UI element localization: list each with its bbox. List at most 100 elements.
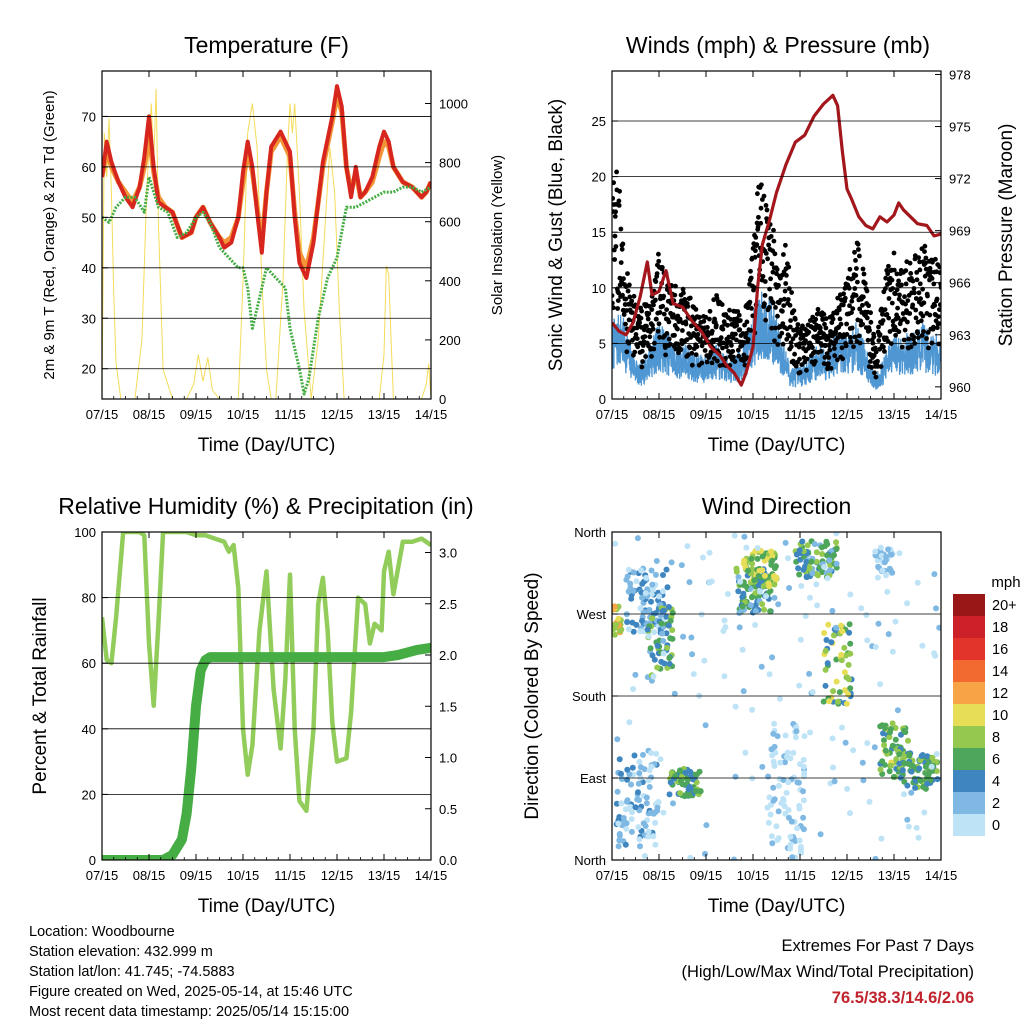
gust-point <box>922 249 927 255</box>
wind-direction-point <box>617 627 624 634</box>
gust-point <box>788 318 793 323</box>
gust-point <box>782 288 788 294</box>
wind-direction-point <box>751 577 758 584</box>
wind-direction-point <box>878 835 885 842</box>
y2-tick-label: 2.5 <box>439 597 457 612</box>
wind-direction-point <box>761 572 768 579</box>
wind-direction-point <box>732 773 739 780</box>
gust-point <box>632 349 638 355</box>
gust-point <box>657 334 663 340</box>
x-tick-label: 14/15 <box>415 407 448 422</box>
wind-direction-point <box>924 780 931 787</box>
wind-direction-point <box>813 558 820 565</box>
gust-point <box>928 269 934 275</box>
gust-point <box>877 332 883 337</box>
wind-direction-point <box>670 800 676 807</box>
gust-point <box>849 325 855 331</box>
y2-tick-label: 600 <box>439 215 461 230</box>
wind-direction-point <box>768 746 775 753</box>
wind-direction-point <box>882 747 889 754</box>
x-tick-label: 10/15 <box>227 407 260 422</box>
y2-tick-label: 2.0 <box>439 648 457 663</box>
gust-point <box>812 349 818 355</box>
gust-point <box>865 337 871 343</box>
gust-point <box>846 285 852 291</box>
gust-point <box>693 307 699 312</box>
gust-point <box>931 324 936 330</box>
wind-direction-point <box>669 635 676 642</box>
wind-direction-point <box>777 759 784 766</box>
wind-direction-point <box>890 774 897 780</box>
wind-direction-point <box>776 695 783 702</box>
wind-direction-point <box>630 686 637 692</box>
gust-point <box>922 243 928 249</box>
wind-direction-point <box>664 584 671 591</box>
wind-direction-point <box>822 682 829 689</box>
wind-direction-point <box>889 648 896 655</box>
wind-direction-point <box>736 610 743 616</box>
wind-direction-point <box>813 549 820 556</box>
gust-point <box>612 300 615 306</box>
gust-point <box>856 247 861 252</box>
wind-direction-point <box>798 849 804 856</box>
y-axis-label: Percent & Total Rainfall <box>30 597 51 794</box>
wind-direction-point <box>919 642 926 649</box>
wind-direction-point <box>769 840 776 847</box>
gust-point <box>620 292 625 298</box>
wind-direction-point <box>914 579 921 586</box>
gust-point <box>930 259 935 265</box>
wind-direction-point <box>686 792 693 799</box>
wind-direction-point <box>652 571 659 578</box>
gust-point <box>768 234 774 239</box>
x-tick-label: 11/15 <box>784 407 816 422</box>
gust-point <box>624 349 630 355</box>
gust-point <box>734 337 739 343</box>
wind-direction-point <box>796 682 803 689</box>
wind-direction-point <box>786 585 793 591</box>
gust-point <box>633 332 639 337</box>
humidity-chart: 0 20 40 60 80 100 0.0 0.5 1.0 1.5 2.0 2.5 3.0 07/15 08… <box>30 493 474 917</box>
gust-point <box>850 306 856 312</box>
gust-point <box>758 220 764 226</box>
legend-label: 12 <box>992 686 1008 702</box>
wind-direction-point <box>882 725 888 732</box>
gust-point <box>735 347 741 353</box>
legend-label: 14 <box>992 664 1008 680</box>
gust-point <box>903 301 908 307</box>
wind-direction-point <box>766 794 773 801</box>
gust-point <box>775 313 780 319</box>
wind-direction-point <box>731 532 738 539</box>
temperature-plot-area <box>102 84 431 399</box>
wind-direction-point <box>771 565 778 572</box>
wind-direction-point <box>796 547 803 554</box>
gust-point <box>734 323 740 328</box>
wind-direction-point <box>931 650 938 657</box>
gust-point <box>720 345 725 351</box>
gust-point <box>787 302 793 308</box>
wind-direction-point <box>749 594 755 601</box>
location-label: Location: Woodbourne <box>29 924 175 940</box>
gust-point <box>726 334 732 340</box>
y-tick-label: 20 <box>82 787 96 802</box>
gust-point <box>827 347 833 353</box>
wind-direction-point <box>641 853 648 859</box>
wind-direction-point <box>934 776 941 783</box>
wind-direction-point <box>824 660 831 667</box>
legend-swatch <box>953 638 985 660</box>
gust-point <box>860 321 866 327</box>
wind-direction-point <box>775 808 782 815</box>
y-tick-label: South <box>572 689 606 704</box>
gust-point <box>614 169 619 175</box>
gust-point <box>867 328 872 333</box>
wind-direction-point <box>880 730 886 737</box>
gust-point <box>848 335 853 340</box>
x-axis-label: Time (Day/UTC) <box>708 435 846 456</box>
wind-direction-point <box>921 809 928 816</box>
y-tick-label: West <box>577 607 607 622</box>
gust-point <box>838 321 844 327</box>
x-tick-label: 09/15 <box>690 868 723 883</box>
wind-direction-point <box>646 784 653 790</box>
gust-point <box>881 344 886 350</box>
wind-direction-point <box>627 580 634 587</box>
wind-direction-point <box>793 728 800 735</box>
